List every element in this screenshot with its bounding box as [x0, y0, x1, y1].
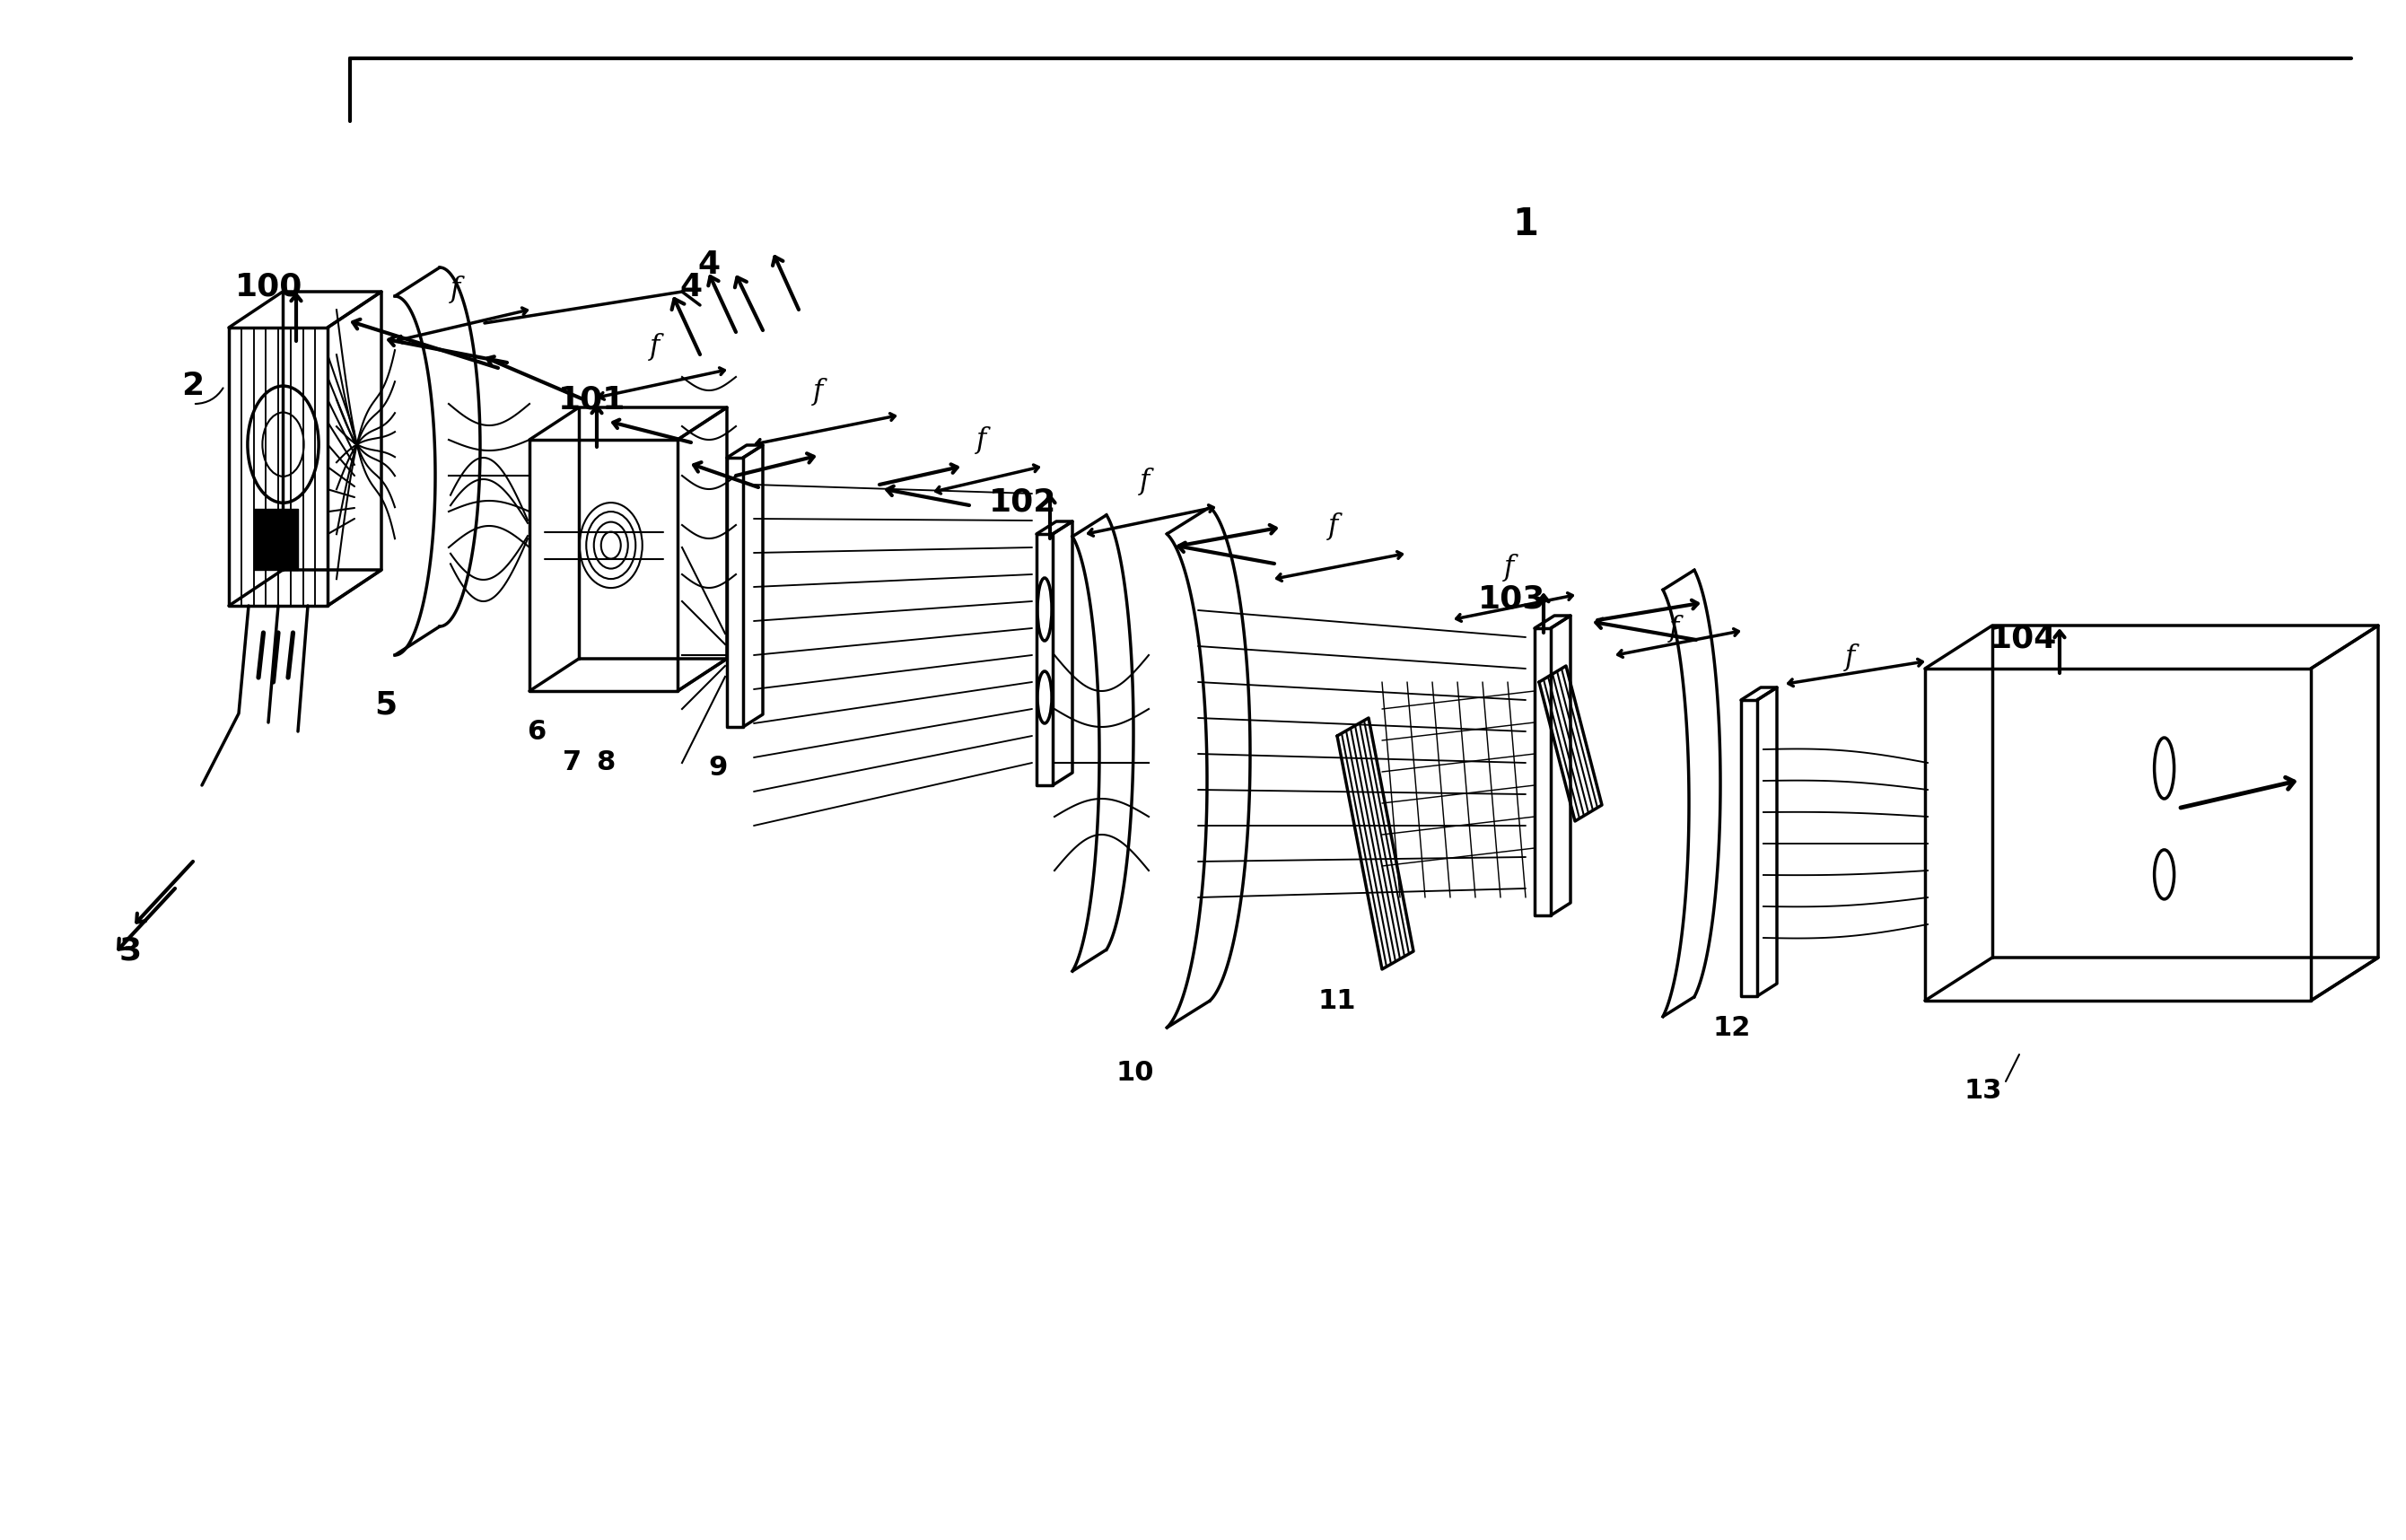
- Text: 4: 4: [681, 273, 703, 302]
- Text: 9: 9: [707, 755, 727, 781]
- Text: f: f: [1845, 644, 1855, 671]
- Text: f: f: [450, 276, 462, 303]
- Text: 8: 8: [597, 750, 616, 776]
- Text: 7: 7: [563, 750, 582, 776]
- Text: f: f: [1504, 553, 1513, 581]
- Text: 13: 13: [1963, 1078, 2002, 1103]
- Text: f: f: [650, 333, 659, 362]
- Text: 103: 103: [1477, 584, 1547, 614]
- Text: 5: 5: [375, 690, 397, 719]
- Text: f: f: [813, 379, 823, 407]
- Text: 11: 11: [1318, 987, 1357, 1013]
- Text: f: f: [1328, 513, 1338, 541]
- Text: 2: 2: [183, 371, 205, 400]
- Text: 3: 3: [118, 936, 142, 967]
- Text: f: f: [977, 427, 986, 454]
- Text: 104: 104: [1990, 624, 2057, 654]
- Text: f: f: [1670, 614, 1679, 642]
- Text: 101: 101: [558, 383, 626, 414]
- Text: 10: 10: [1116, 1060, 1155, 1086]
- Text: 102: 102: [989, 487, 1056, 517]
- Text: 4: 4: [698, 249, 719, 280]
- Text: 1: 1: [1513, 205, 1540, 243]
- Bar: [253, 508, 298, 570]
- Text: 6: 6: [527, 718, 546, 744]
- Text: 12: 12: [1713, 1015, 1752, 1041]
- Text: 100: 100: [236, 273, 303, 302]
- Text: f: f: [1140, 467, 1150, 494]
